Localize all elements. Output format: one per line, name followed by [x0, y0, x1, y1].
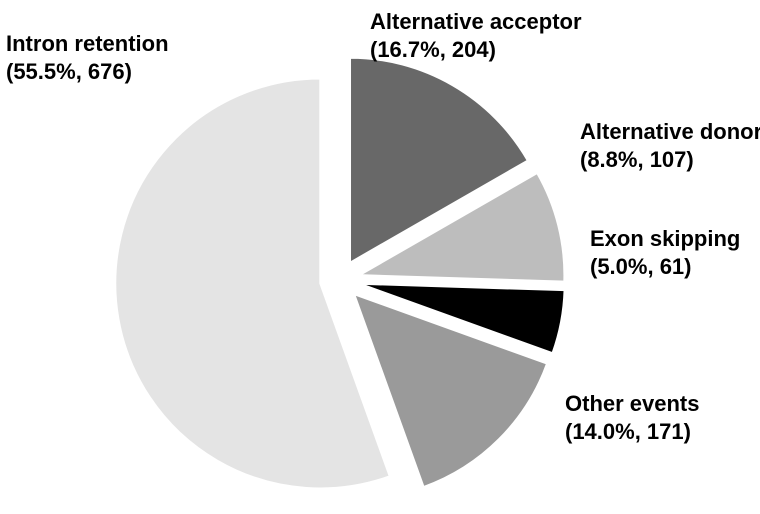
- label-name: Alternative donor: [580, 119, 760, 144]
- label-value: (14.0%, 171): [565, 418, 700, 446]
- slice-intron_retention: [115, 78, 389, 488]
- label-exon_skipping: Exon skipping(5.0%, 61): [590, 225, 740, 280]
- label-name: Intron retention: [6, 31, 169, 56]
- label-name: Alternative acceptor: [370, 9, 582, 34]
- label-other_events: Other events(14.0%, 171): [565, 390, 700, 445]
- label-value: (5.0%, 61): [590, 253, 740, 281]
- label-name: Exon skipping: [590, 226, 740, 251]
- label-name: Other events: [565, 391, 700, 416]
- label-value: (8.8%, 107): [580, 146, 760, 174]
- label-alt_donor: Alternative donor(8.8%, 107): [580, 118, 760, 173]
- label-value: (55.5%, 676): [6, 58, 169, 86]
- label-value: (16.7%, 204): [370, 36, 582, 64]
- label-intron_retention: Intron retention(55.5%, 676): [6, 30, 169, 85]
- label-alt_acceptor: Alternative acceptor(16.7%, 204): [370, 8, 582, 63]
